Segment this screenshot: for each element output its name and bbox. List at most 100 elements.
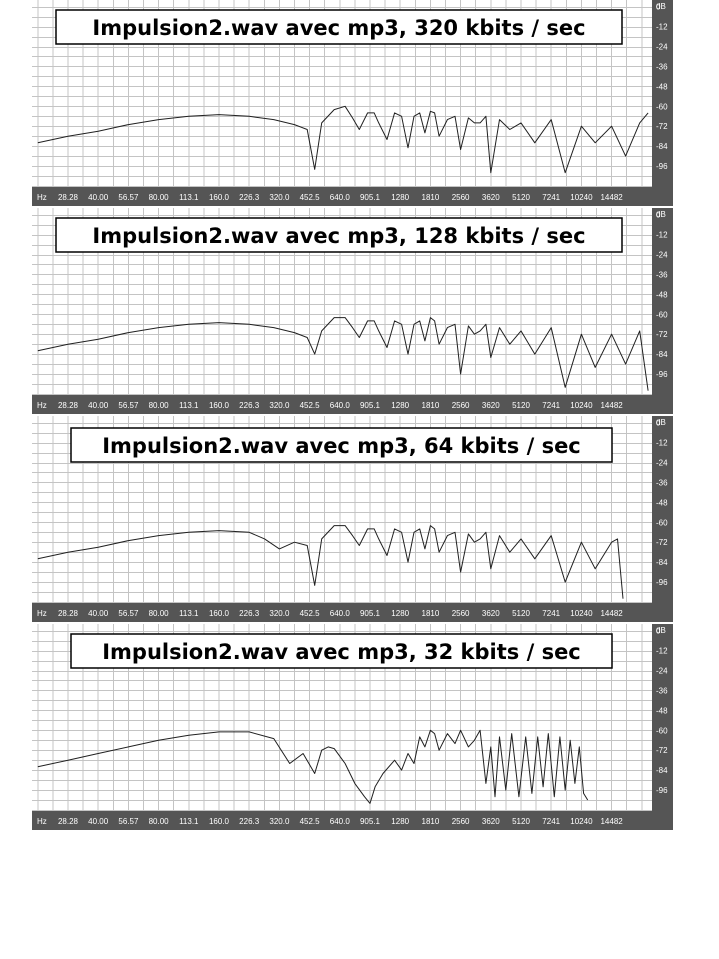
x-tick-label: 3620 <box>482 193 500 202</box>
x-tick-label: 226.3 <box>239 817 260 826</box>
x-tick-label: 40.00 <box>88 817 109 826</box>
x-tick-label: 160.0 <box>209 817 230 826</box>
x-tick-label: 3620 <box>482 401 500 410</box>
x-tick-label: 40.00 <box>88 401 109 410</box>
x-tick-label: 113.1 <box>179 817 199 826</box>
x-tick-label: 56.57 <box>118 193 139 202</box>
x-tick-label: 10240 <box>570 817 593 826</box>
chart-title-box: Impulsion2.wav avec mp3, 32 kbits / sec <box>70 633 613 669</box>
x-tick-label: 3620 <box>482 817 500 826</box>
x-tick-label: 5120 <box>512 609 530 618</box>
x-tick-label: 226.3 <box>239 609 260 618</box>
y-tick-label: -12 <box>656 231 668 240</box>
x-tick-label: 452.5 <box>300 609 321 618</box>
y-tick-label: -48 <box>656 706 668 715</box>
y-tick-label: -12 <box>656 439 668 448</box>
x-tick-label: 2560 <box>452 193 470 202</box>
chart-title-box: Impulsion2.wav avec mp3, 320 kbits / sec <box>55 9 623 45</box>
x-tick-label: 7241 <box>542 401 560 410</box>
x-tick-label: 905.1 <box>360 817 381 826</box>
x-tick-label: 640.0 <box>330 609 351 618</box>
spectrum-line <box>37 525 624 599</box>
x-tick-label: 1280 <box>391 817 409 826</box>
y-axis-label: dB <box>656 2 666 11</box>
y-tick-label: -84 <box>656 142 668 151</box>
x-tick-label: 1810 <box>422 609 440 618</box>
y-tick-label: -24 <box>656 667 668 676</box>
x-tick-label: 640.0 <box>330 401 351 410</box>
x-tick-label: 113.1 <box>179 609 199 618</box>
y-tick-label: -72 <box>656 122 668 131</box>
x-tick-label: 452.5 <box>300 193 321 202</box>
x-tick-label: 80.00 <box>149 401 170 410</box>
x-tick-label: 2560 <box>452 401 470 410</box>
y-axis-label: dB <box>656 210 666 219</box>
x-tick-label: 640.0 <box>330 817 351 826</box>
x-tick-label: 1810 <box>422 193 440 202</box>
x-tick-label: 5120 <box>512 401 530 410</box>
x-tick-label: 1810 <box>422 817 440 826</box>
x-tick-label: 3620 <box>482 609 500 618</box>
x-tick-label: 320.0 <box>269 193 290 202</box>
x-tick-label: 7241 <box>542 817 560 826</box>
x-tick-label: 1280 <box>391 193 409 202</box>
y-tick-label: -12 <box>656 647 668 656</box>
x-tick-label: 5120 <box>512 193 530 202</box>
x-tick-label: 226.3 <box>239 193 260 202</box>
y-tick-label: -96 <box>656 370 668 379</box>
spectrum-panel-2: Impulsion2.wav avec mp3, 128 kbits / sec… <box>32 208 673 414</box>
x-tick-label: 40.00 <box>88 193 109 202</box>
x-tick-label: 2560 <box>452 817 470 826</box>
y-tick-label: -24 <box>656 459 668 468</box>
y-tick-label: -48 <box>656 82 668 91</box>
x-tick-label: 14482 <box>600 817 623 826</box>
y-tick-label: -96 <box>656 786 668 795</box>
x-axis-label: Hz <box>37 609 47 618</box>
x-tick-label: 80.00 <box>149 193 170 202</box>
spectrum-panel-3: Impulsion2.wav avec mp3, 64 kbits / sec H… <box>32 416 673 622</box>
y-tick-label: -24 <box>656 43 668 52</box>
x-tick-label: 56.57 <box>118 817 139 826</box>
x-tick-label: 160.0 <box>209 193 230 202</box>
y-tick-label: -36 <box>656 478 668 487</box>
x-tick-label: 10240 <box>570 193 593 202</box>
spectrum-chart: Impulsion2.wav avec mp3, 128 kbits / sec… <box>32 208 673 414</box>
y-axis-label: dB <box>656 418 666 427</box>
y-axis-label: dB <box>656 626 666 635</box>
x-tick-label: 40.00 <box>88 609 109 618</box>
y-tick-label: 0 <box>656 211 661 220</box>
x-tick-label: 452.5 <box>300 401 321 410</box>
x-tick-label: 640.0 <box>330 193 351 202</box>
y-tick-label: 0 <box>656 419 661 428</box>
x-tick-label: 320.0 <box>269 609 290 618</box>
chart-title: Impulsion2.wav avec mp3, 64 kbits / sec <box>102 434 581 458</box>
x-tick-label: 320.0 <box>269 817 290 826</box>
x-tick-label: 10240 <box>570 609 593 618</box>
spectrum-chart: Impulsion2.wav avec mp3, 32 kbits / sec H… <box>32 624 673 830</box>
x-tick-label: 452.5 <box>300 817 321 826</box>
x-tick-label: 1280 <box>391 609 409 618</box>
x-tick-label: 226.3 <box>239 401 260 410</box>
spectrum-line <box>37 729 589 804</box>
chart-title-box: Impulsion2.wav avec mp3, 64 kbits / sec <box>70 427 613 463</box>
y-tick-label: -96 <box>656 162 668 171</box>
y-tick-label: -84 <box>656 766 668 775</box>
x-tick-label: 1810 <box>422 401 440 410</box>
x-tick-label: 320.0 <box>269 401 290 410</box>
x-tick-label: 28.28 <box>58 609 79 618</box>
x-tick-label: 113.1 <box>179 401 199 410</box>
y-tick-label: -72 <box>656 746 668 755</box>
y-tick-label: 0 <box>656 3 661 12</box>
y-tick-label: -60 <box>656 310 668 319</box>
spectrum-line <box>37 317 649 391</box>
x-tick-label: 28.28 <box>58 401 79 410</box>
y-tick-label: -72 <box>656 538 668 547</box>
y-tick-label: -36 <box>656 270 668 279</box>
chart-title: Impulsion2.wav avec mp3, 32 kbits / sec <box>102 640 581 664</box>
y-tick-label: -12 <box>656 23 668 32</box>
x-tick-label: 80.00 <box>149 609 170 618</box>
x-tick-label: 113.1 <box>179 193 199 202</box>
x-tick-label: 905.1 <box>360 193 381 202</box>
chart-title: Impulsion2.wav avec mp3, 128 kbits / sec <box>92 224 585 248</box>
y-tick-label: -84 <box>656 350 668 359</box>
